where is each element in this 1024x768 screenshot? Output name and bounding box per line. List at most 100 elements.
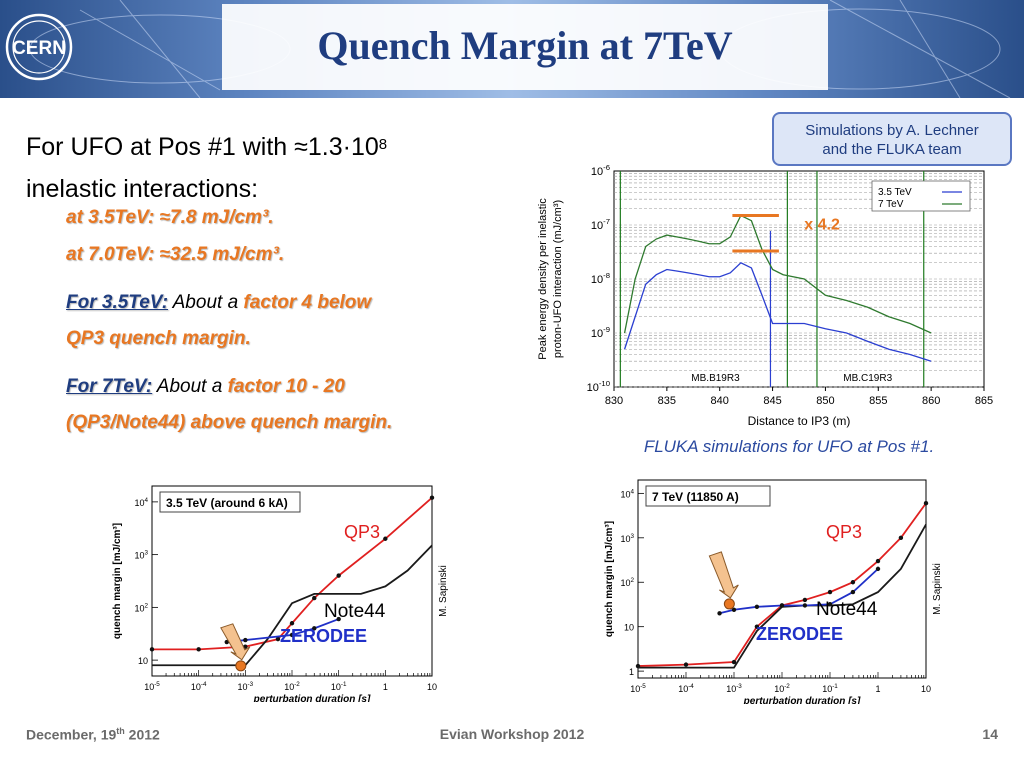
qm-data-point [827, 589, 833, 595]
qm-data-point [850, 589, 856, 595]
qm-data-point [243, 637, 248, 643]
qm-data-point [383, 536, 388, 541]
intro-line-2: inelastic interactions: [26, 175, 259, 203]
qm-x-axis-label: perturbation duration [s] [253, 694, 371, 702]
statement-35-line1: For 3.5TeV: About a factor 4 below [66, 292, 371, 314]
qm-y-tick-label: 103 [620, 533, 634, 544]
qm-x-tick-label: 10-4 [191, 681, 207, 692]
qm-x-tick-label: 10-1 [331, 681, 347, 692]
fluka-y-tick-label: 10-9 [591, 325, 610, 340]
qm-x-tick-label: 10 [427, 682, 437, 692]
qm-label-note44: Note44 [816, 599, 878, 620]
energy-line-70: at 7.0TeV: ≈32.5 mJ/cm³. [66, 244, 285, 265]
qm-label-zerodee: ZERODEE [756, 624, 843, 644]
statement-7-mid: About a [152, 376, 228, 397]
qm-data-point [429, 495, 435, 500]
simulation-credit-line-1: Simulations by A. Lechner [805, 122, 979, 139]
fluka-y-tick-label: 10-7 [591, 217, 610, 232]
simulation-credit-line-2: and the FLUKA team [822, 141, 962, 158]
footer-date-year: 2012 [124, 726, 160, 743]
fluka-x-tick-label: 840 [711, 395, 729, 407]
qm-y-tick-label: 104 [620, 488, 634, 499]
qm-data-point [149, 647, 155, 652]
qm-ufo-point [723, 598, 735, 610]
statement-35-mid: About a [168, 292, 244, 313]
statement-7-lead: For 7TeV: [66, 376, 153, 397]
statement-7-line1: For 7TeV: About a factor 10 - 20 [66, 376, 345, 398]
fluka-y-tick-label: 10-8 [591, 271, 610, 286]
cern-logo-text: CERN [12, 38, 66, 59]
title-backdrop [222, 4, 828, 90]
footer-workshop: Evian Workshop 2012 [439, 726, 585, 742]
qm-x-tick-label: 10-2 [284, 681, 300, 692]
qm-data-point [923, 501, 929, 506]
fluka-x-axis-label: Distance to IP3 (m) [748, 414, 851, 428]
qm-y-axis-label: quench margin [mJ/cm³] [604, 521, 615, 637]
qm-y-tick-label: 10 [624, 623, 634, 633]
intro-exponent: 8 [378, 136, 388, 153]
qm-label-qp3: QP3 [826, 522, 862, 542]
qm-ufo-point [235, 660, 247, 672]
fluka-caption: FLUKA simulations for UFO at Pos #1. [643, 437, 935, 456]
qm-y-tick-label: 104 [134, 497, 148, 508]
qm-data-point [289, 621, 295, 626]
qm-data-point [312, 595, 317, 601]
fluka-x-tick-label: 845 [763, 395, 781, 407]
qm-y-tick-label: 102 [620, 577, 634, 588]
qm-data-point [754, 604, 760, 610]
qm-data-point [802, 603, 808, 608]
fluka-magnet-label: MB.C19R3 [843, 373, 892, 384]
qm-x-tick-label: 10 [921, 684, 931, 694]
statement-35-emph: factor 4 below [243, 292, 372, 313]
slide-title: Quench Margin at 7TeV [317, 23, 733, 68]
qm-data-point [898, 535, 904, 541]
footer-date-prefix: December, 19 [26, 726, 117, 743]
fluka-magnet-label: MB.B19R3 [691, 373, 740, 384]
qm-x-tick-label: 10-3 [238, 681, 254, 692]
qm-label-qp3: QP3 [344, 522, 380, 542]
fluka-x-tick-label: 865 [975, 395, 993, 407]
qm-plot-frame [637, 479, 927, 679]
statement-35-line2: QP3 quench margin. [66, 328, 251, 349]
qm-data-point [275, 636, 281, 642]
simulation-credit-box: Simulations by A. Lechner and the FLUKA … [772, 112, 1012, 166]
qm-credit: M. Sapinski [438, 565, 449, 617]
fluka-x-tick-label: 835 [658, 395, 676, 407]
qm-data-point [779, 603, 785, 608]
footer-page-number: 14 [982, 726, 998, 742]
qm-x-tick-label: 10-4 [678, 683, 694, 694]
qm-data-point [312, 626, 317, 631]
qm-y-tick-label: 103 [134, 550, 148, 561]
statement-7-emph: factor 10 - 20 [227, 376, 345, 397]
qm-data-point [754, 624, 760, 629]
qm-title-box [645, 485, 771, 507]
qm-plot-frame [151, 485, 433, 677]
qm-title: 3.5 TeV (around 6 kA) [166, 496, 288, 510]
fluka-y-axis-label-1: Peak energy density per inelastic [537, 198, 549, 360]
qm-y-axis-label: quench margin [mJ/cm³] [112, 523, 123, 639]
qm-ufo-arrow [220, 623, 251, 661]
qm-credit: M. Sapinski [932, 563, 943, 615]
cern-logo: CERN [5, 13, 73, 81]
fluka-legend-label: 7 TeV [878, 199, 904, 210]
qm-y-tick-label: 102 [134, 602, 148, 613]
qm-x-tick-label: 10-1 [822, 683, 838, 694]
fluka-legend-box [871, 180, 971, 212]
quench-margin-chart-7tev: 7 TeV (11850 A) QP3 Note44 ZERODEE 10-5 10-4 1… [604, 479, 943, 704]
qm-data-point [731, 659, 737, 665]
fluka-x-tick-label: 830 [605, 395, 623, 407]
qm-data-point [336, 573, 341, 578]
fluka-legend-label: 3.5 TeV [878, 187, 912, 198]
fluka-x-tick-label: 850 [816, 395, 834, 407]
fluka-x-tick-label: 855 [869, 395, 887, 407]
qm-x-tick-label: 10-2 [774, 683, 790, 694]
qm-data-point [717, 611, 722, 616]
qm-data-point [196, 647, 201, 652]
intro-text: For UFO at Pos #1 with ≈1.3·108 inelasti… [26, 126, 526, 210]
qm-x-tick-label: 10-3 [726, 683, 742, 694]
fluka-ratio-annotation: x 4.2 [804, 217, 840, 234]
statement-7-line2: (QP3/Note44) above quench margin. [66, 412, 393, 433]
qm-label-zerodee: ZERODEE [280, 626, 367, 646]
fluka-series-35tev [623, 261, 932, 362]
qm-data-point [289, 632, 295, 638]
